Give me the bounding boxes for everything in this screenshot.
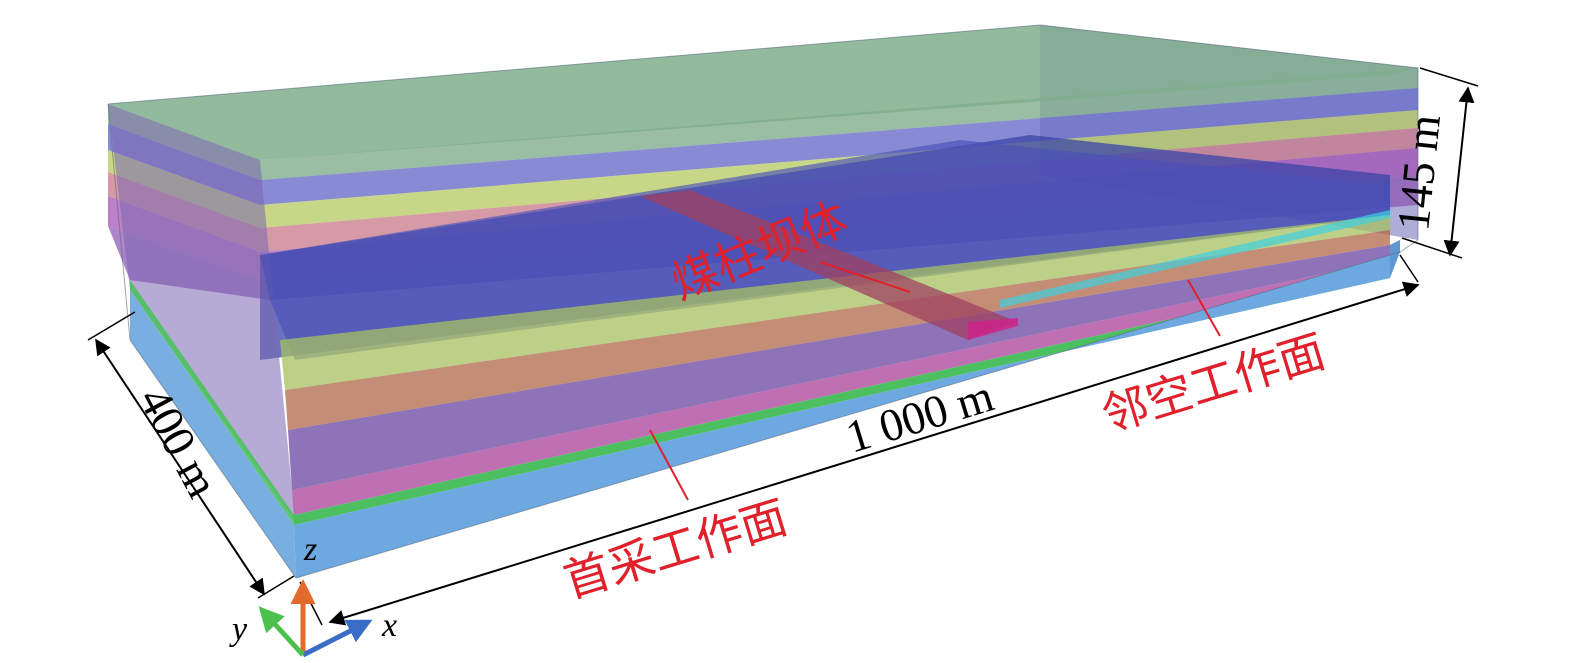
axis-x-arrow xyxy=(301,619,373,658)
axis-y-label: y xyxy=(229,611,248,648)
height-label: 145 m xyxy=(1387,112,1450,233)
stratum-blue-1 xyxy=(108,88,1418,205)
first-face-label: 首采工作面 xyxy=(557,490,793,609)
axis-y-arrow xyxy=(258,606,305,657)
floor-right-edge xyxy=(1390,240,1400,278)
axis-x-label: x xyxy=(381,607,397,644)
axis-z-label: z xyxy=(303,531,317,568)
stratum-top xyxy=(108,68,1418,180)
top-face xyxy=(108,25,1418,160)
adjacent-face-label: 邻空工作面 xyxy=(1095,324,1331,443)
dimension-height: 145 m xyxy=(1387,67,1479,259)
stratum-yellow xyxy=(108,110,1418,228)
coordinate-axes: z x y xyxy=(229,531,397,658)
